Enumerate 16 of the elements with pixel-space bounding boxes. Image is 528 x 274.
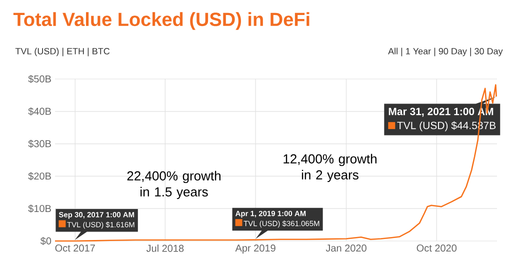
- y-tick-label: $40B: [28, 107, 51, 116]
- text: All | 1 Year | 90 Day | 30 Day: [388, 48, 503, 56]
- x-tick-label: Jan 2020: [326, 244, 366, 252]
- x-tick-label: Oct 2020: [416, 244, 457, 252]
- x-tick-label: Oct 2017: [55, 244, 95, 252]
- chart-title: Total Value Locked (USD) in DeFi: [13, 12, 310, 30]
- y-tick-label: $50B: [28, 74, 51, 84]
- annotation: 22,400% growth in 1.5 years: [127, 170, 220, 200]
- y-tick-label: $30B: [28, 140, 51, 148]
- text: TVL (USD) | ETH | BTC: [15, 48, 110, 56]
- y-tick-label: $0: [40, 236, 52, 246]
- annotation: 12,400% growth in 2 years: [284, 154, 376, 182]
- y-tick-label: $10B: [28, 204, 51, 213]
- x-tick-label: Apr 2019: [235, 244, 276, 254]
- x-tick-label: Jul 2018: [146, 244, 184, 252]
- y-tick-label: $20B: [28, 172, 51, 180]
